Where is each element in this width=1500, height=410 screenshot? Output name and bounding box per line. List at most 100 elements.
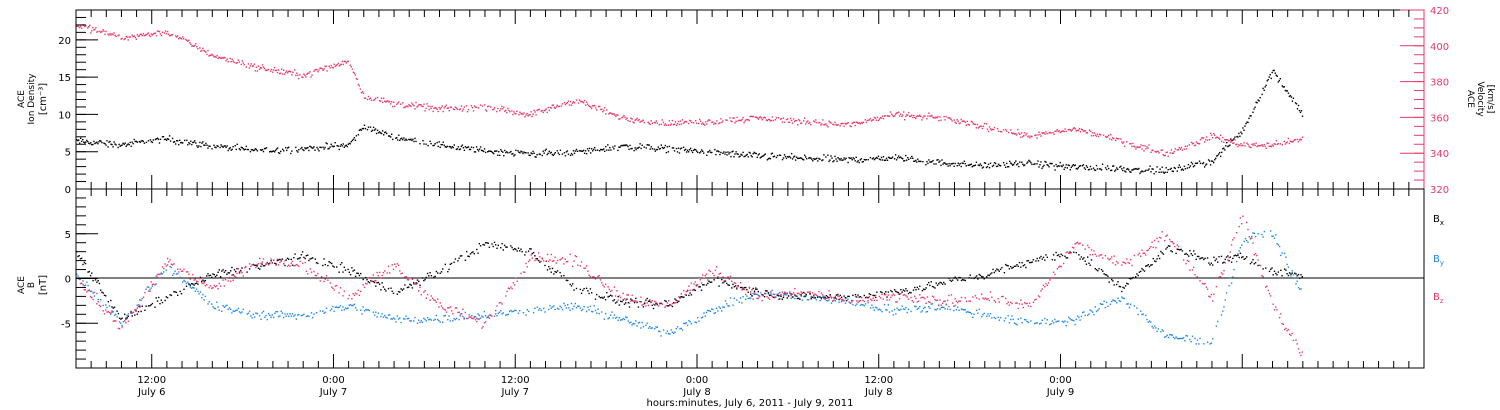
bz-point [763, 293, 766, 295]
density-point [1030, 161, 1032, 164]
bz-point [91, 296, 93, 299]
density-point [336, 145, 338, 147]
density-point [956, 165, 958, 167]
density-point [430, 142, 432, 145]
density-point [941, 159, 943, 161]
bx-point [1251, 261, 1253, 263]
velocity-point [308, 72, 310, 74]
bx-point [794, 294, 796, 296]
bz-point [1191, 269, 1194, 271]
velocity-point [342, 63, 344, 65]
bz-point [960, 296, 963, 299]
bz-point [203, 282, 205, 284]
density-point [446, 145, 448, 148]
bz-point [1006, 303, 1008, 305]
density-point [665, 151, 668, 154]
velocity-point [496, 110, 498, 113]
velocity-point [922, 117, 924, 119]
density-point [878, 158, 881, 160]
density-point [806, 158, 808, 160]
density-point [639, 143, 641, 145]
bz-point [1093, 250, 1095, 252]
bz-point [440, 305, 443, 307]
bx-point [559, 271, 561, 274]
bx-point [457, 260, 459, 262]
density-point [1147, 169, 1149, 171]
velocity-point [146, 33, 149, 35]
density-point [155, 138, 158, 140]
by-point [703, 312, 705, 314]
density-point [685, 151, 688, 153]
velocity-point [382, 101, 384, 104]
density-point [970, 163, 972, 165]
velocity-point [1088, 129, 1091, 131]
by-point [646, 322, 648, 324]
bx-point [487, 242, 489, 244]
bx-point [572, 283, 574, 285]
bx-point [531, 252, 533, 255]
velocity-point [1213, 132, 1215, 135]
density-point [78, 139, 80, 141]
bx-point [227, 272, 229, 274]
density-point [1113, 165, 1115, 167]
velocity-point [887, 115, 890, 117]
bx-point [1225, 256, 1228, 258]
velocity-point [554, 107, 556, 110]
velocity-point [779, 118, 782, 120]
by-point [192, 286, 194, 289]
density-point [621, 144, 623, 147]
bz-point [604, 283, 607, 285]
velocity-point [1129, 143, 1131, 145]
bx-point [92, 279, 94, 282]
velocity-point [276, 71, 279, 74]
density-point [494, 150, 496, 152]
velocity-point [1134, 146, 1136, 148]
density-point [491, 151, 493, 153]
bz-point [790, 294, 792, 297]
bx-point [358, 274, 361, 277]
by-point [659, 330, 661, 333]
velocity-point [632, 121, 634, 123]
bx-point [845, 300, 848, 302]
bz-point [164, 263, 166, 265]
velocity-point [639, 121, 641, 123]
density-point [388, 135, 390, 137]
density-point [135, 140, 137, 143]
velocity-point [1293, 139, 1296, 141]
bz-point [577, 264, 579, 266]
velocity-point [621, 117, 623, 119]
by-point [511, 311, 513, 313]
bz-point [1227, 259, 1229, 261]
bx-point [837, 293, 839, 296]
by-point [386, 317, 388, 319]
velocity-point [438, 106, 440, 109]
velocity-point [953, 119, 955, 121]
velocity-point [1079, 131, 1082, 133]
by-point [1044, 317, 1046, 320]
velocity-point [1150, 151, 1152, 153]
by-point [1075, 318, 1077, 321]
velocity-point [665, 124, 668, 126]
bz-point [1133, 254, 1136, 257]
bz-point [404, 276, 406, 278]
velocity-point [917, 115, 919, 117]
by-point [111, 310, 113, 312]
bz-point [538, 252, 540, 254]
density-point [273, 151, 276, 153]
velocity-point [1120, 138, 1122, 140]
by-point [1225, 292, 1228, 294]
density-point [554, 152, 556, 154]
velocity-point [152, 33, 155, 35]
bx-point [637, 306, 640, 308]
bx-point [1031, 261, 1033, 263]
density-point [466, 146, 469, 149]
density-point [1079, 165, 1082, 167]
velocity-point [563, 102, 566, 104]
velocity-point [213, 56, 215, 58]
bz-point [920, 297, 922, 299]
bz-point [163, 267, 165, 270]
velocity-point [460, 105, 463, 107]
density-point [1062, 164, 1064, 166]
by-point [991, 317, 993, 319]
bz-point [1155, 247, 1157, 249]
